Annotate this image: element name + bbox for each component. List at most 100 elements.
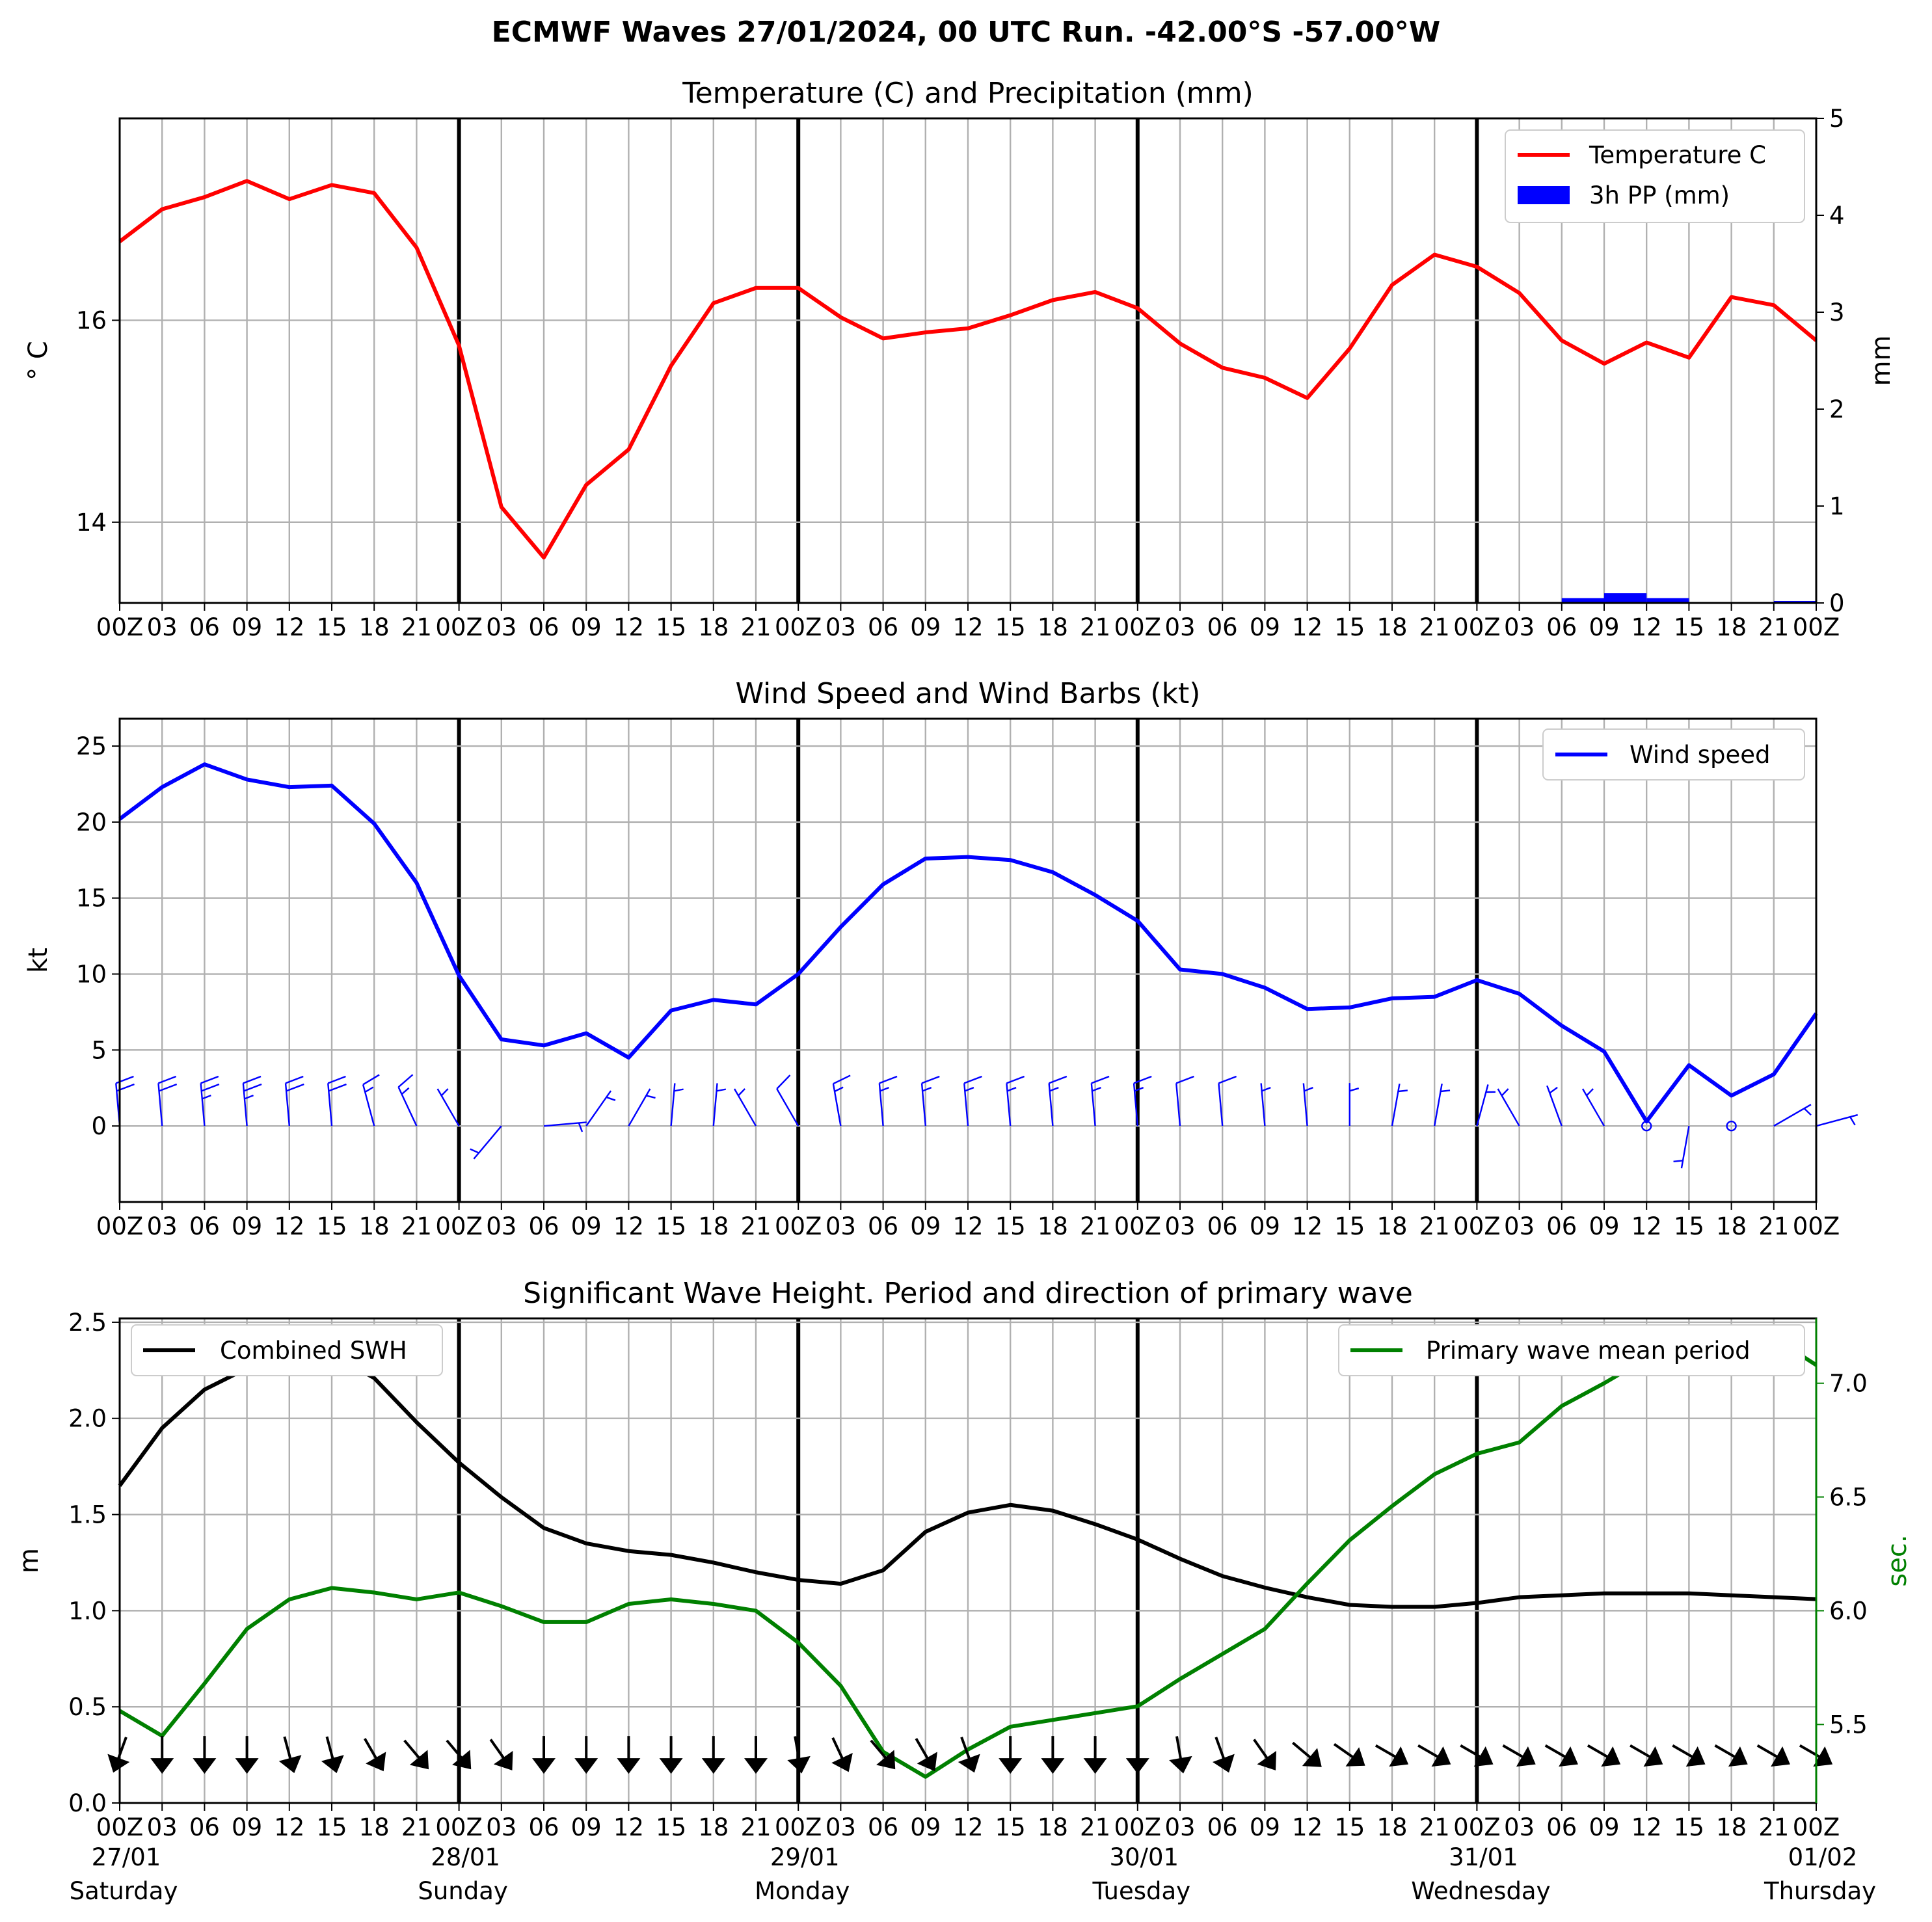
wave-direction-arrow: [744, 1736, 768, 1774]
x-tick-label: 00Z: [1453, 613, 1500, 641]
arrow-head: [452, 1750, 472, 1770]
arrow-head: [1257, 1750, 1277, 1770]
wind-barb: [628, 1088, 656, 1127]
arrow-head: [831, 1753, 853, 1772]
x-tick-label: 18: [1038, 613, 1068, 641]
x-tick-label: 12: [1292, 1212, 1322, 1240]
x-tick-label: 21: [1080, 1212, 1110, 1240]
arrow-head: [744, 1758, 768, 1774]
wind-barb-feather: [286, 1083, 304, 1092]
x-tick-label: 12: [1292, 1813, 1322, 1841]
wave-direction-arrow: [1460, 1744, 1494, 1767]
wave-direction-arrow: [1041, 1736, 1065, 1774]
wind-barb: [1497, 1088, 1520, 1127]
wave-direction-arrow: [403, 1739, 429, 1770]
wave-direction-arrow: [1253, 1739, 1277, 1770]
wave-direction-arrow: [1212, 1737, 1235, 1773]
wave-direction-arrow: [1672, 1744, 1706, 1767]
wind-barb-feather: [285, 1075, 304, 1084]
wave-direction-arrow: [958, 1737, 980, 1773]
x-tick-label: 09: [1589, 1212, 1619, 1240]
legend-label-swh: Combined SWH: [220, 1337, 407, 1365]
x-tick-label: 06: [528, 1813, 559, 1841]
x-tick-label: 03: [825, 1212, 856, 1240]
wind-barb-half-feather: [1398, 1089, 1408, 1093]
x-tick-label: 18: [1038, 1813, 1068, 1841]
wind-barb: [1773, 1104, 1812, 1127]
wave-direction-arrow: [574, 1736, 598, 1774]
wind-barb-half-feather: [738, 1088, 745, 1097]
wind-barb: [1434, 1083, 1451, 1127]
panel-title: Wind Speed and Wind Barbs (kt): [736, 677, 1201, 710]
wave-direction-arrow: [1083, 1736, 1107, 1774]
day-date-label: 30/01: [1109, 1843, 1179, 1871]
day-date-label: 31/01: [1449, 1843, 1518, 1871]
wind-barb-half-feather: [834, 1086, 844, 1093]
x-tick-label: 09: [910, 1212, 941, 1240]
wind-barb-half-feather: [1092, 1087, 1101, 1092]
x-tick-label: 18: [1716, 1813, 1747, 1841]
wind-barb-half-feather: [879, 1087, 889, 1092]
wind-barb-staff: [1391, 1083, 1401, 1127]
wave-direction-arrow: [107, 1737, 130, 1773]
wave-direction-arrow: [915, 1737, 937, 1772]
x-tick-label: 03: [147, 613, 178, 641]
wind-barb-half-feather: [1349, 1088, 1360, 1092]
x-tick-label: 15: [656, 1813, 686, 1841]
y-tick-label: 1.5: [68, 1501, 107, 1529]
x-tick-label: 15: [1334, 613, 1365, 641]
wind-barb-feather: [115, 1075, 134, 1084]
x-tick-label: 09: [571, 1813, 602, 1841]
wind-barb: [1546, 1085, 1563, 1127]
legend-box: [1505, 129, 1805, 223]
arrow-head: [1813, 1746, 1833, 1767]
wave-direction-arrow: [321, 1736, 344, 1774]
x-tick-label: 18: [1038, 1212, 1068, 1240]
wind-barb: [362, 1074, 380, 1127]
wind-barb: [470, 1125, 502, 1160]
x-tick-label: 12: [1631, 1813, 1662, 1841]
wind-barb-half-feather: [964, 1087, 974, 1092]
x-tick-label: 18: [1376, 1212, 1407, 1240]
wind-barb-half-feather: [922, 1087, 932, 1092]
wind-barb-staff: [1175, 1083, 1181, 1127]
x-tick-label: 15: [995, 1212, 1026, 1240]
legend-label-temperature: Temperature C: [1589, 141, 1766, 169]
figure-title: ECMWF Waves 27/01/2024, 00 UTC Run. -42.…: [492, 16, 1441, 49]
wind-barb-half-feather: [674, 1088, 684, 1092]
wind-barb-half-feather: [202, 1095, 211, 1100]
y2-tick-label: 5.5: [1829, 1711, 1868, 1739]
y2-tick-label: 6.5: [1829, 1484, 1868, 1512]
wind-barb: [397, 1074, 418, 1127]
x-tick-label: 18: [698, 613, 729, 641]
wind-barb: [1090, 1075, 1110, 1127]
y2-tick-label: 5: [1829, 105, 1845, 133]
wind-barb-staff: [1434, 1083, 1443, 1127]
wind-barb-feather: [776, 1074, 791, 1089]
wave-direction-arrow: [1502, 1744, 1536, 1767]
wind-barb-staff: [1581, 1088, 1605, 1127]
wind-barb-feather: [328, 1083, 347, 1092]
wind-barb: [712, 1083, 727, 1127]
x-tick-label: 06: [1207, 1212, 1238, 1240]
x-tick-label: 00Z: [1114, 613, 1161, 641]
y2-tick-label: 0: [1829, 589, 1845, 617]
wave-direction-arrow: [235, 1736, 259, 1774]
wind-barb: [436, 1088, 460, 1127]
day-date-label: 27/01: [92, 1843, 161, 1871]
wave-direction-arrow: [1292, 1741, 1322, 1767]
wind-barb-half-feather: [401, 1087, 410, 1095]
legend: Wind speed: [1542, 728, 1805, 781]
x-tick-label: 09: [910, 1813, 941, 1841]
wind-barb-feather: [159, 1083, 178, 1092]
arrow-head: [876, 1750, 896, 1770]
wave-direction-arrow: [1417, 1744, 1451, 1767]
arrow-head: [493, 1750, 513, 1770]
x-tick-label: 03: [147, 1212, 178, 1240]
wind-barb-half-feather: [606, 1096, 616, 1101]
arrow-head: [999, 1758, 1023, 1774]
x-tick-label: 06: [1546, 1212, 1577, 1240]
wind-barb: [963, 1075, 982, 1127]
arrow-head: [1083, 1758, 1107, 1774]
period-line: [118, 1335, 1818, 1779]
